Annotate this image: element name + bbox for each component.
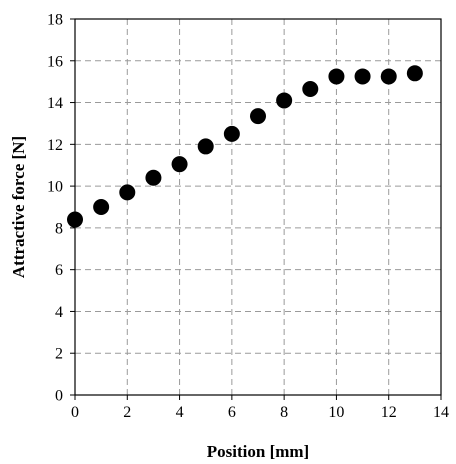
- y-tick-label: 6: [55, 262, 63, 279]
- x-tick-label: 6: [228, 404, 236, 421]
- y-tick-label: 18: [47, 12, 63, 29]
- x-tick-label: 0: [71, 404, 79, 421]
- data-point: [354, 68, 371, 85]
- data-point: [328, 68, 345, 85]
- ticks: 0 2 4 6 8 10 12 14 0 2 4 6 8 10 12 14 16 18: [47, 12, 449, 422]
- y-tick-label: 4: [55, 304, 63, 321]
- x-tick-label: 10: [328, 404, 344, 421]
- y-tick-label: 2: [55, 346, 63, 363]
- data-point: [380, 68, 397, 85]
- x-axis-label: Position [mm]: [207, 442, 309, 461]
- data-point: [119, 184, 136, 201]
- y-axis-label: Attractive force [N]: [9, 136, 28, 278]
- data-point: [276, 92, 293, 109]
- plot-frame: [74, 18, 442, 396]
- data-point: [302, 80, 319, 97]
- data-point: [197, 138, 214, 155]
- data-point: [145, 169, 162, 186]
- x-tick-label: 12: [381, 404, 397, 421]
- x-tick-label: 2: [123, 404, 131, 421]
- y-tick-label: 8: [55, 220, 63, 237]
- x-tick-label: 4: [176, 404, 184, 421]
- y-tick-label: 12: [47, 137, 63, 154]
- data-point: [171, 156, 188, 173]
- grid: [75, 19, 441, 395]
- y-tick-label: 10: [47, 179, 63, 196]
- data-points: [67, 65, 423, 228]
- y-tick-label: 16: [47, 53, 63, 70]
- y-tick-label: 14: [47, 95, 63, 112]
- data-point: [223, 125, 240, 142]
- x-tick-label: 8: [280, 404, 288, 421]
- data-point: [250, 108, 266, 125]
- data-point: [93, 199, 110, 215]
- y-tick-label: 0: [55, 388, 63, 405]
- data-point: [406, 65, 423, 82]
- x-tick-label: 14: [433, 404, 449, 421]
